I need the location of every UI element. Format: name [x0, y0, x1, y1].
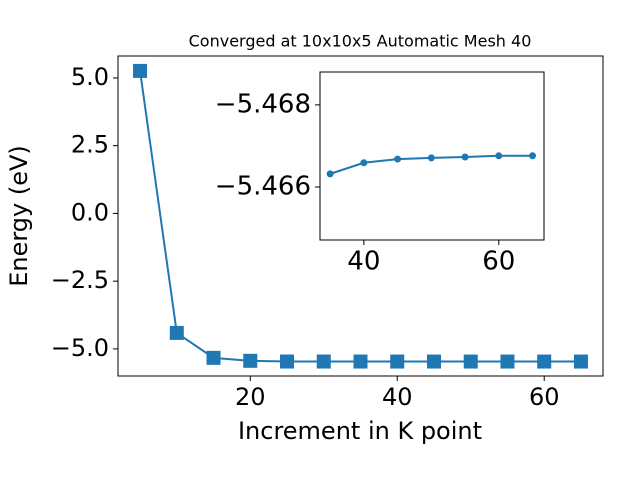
marker: [461, 153, 469, 161]
marker: [529, 152, 537, 160]
marker: [500, 354, 515, 369]
x-tick-label: 40: [347, 247, 380, 277]
marker: [390, 354, 405, 369]
marker: [133, 63, 148, 78]
x-tick-label: 60: [482, 247, 515, 277]
marker: [169, 325, 184, 340]
y-axis-label: Energy (eV): [5, 145, 33, 287]
y-tick-label: −2.5: [51, 266, 109, 294]
marker: [360, 159, 368, 167]
x-tick-label: 20: [235, 383, 266, 411]
marker: [537, 354, 552, 369]
chart-title: Converged at 10x10x5 Automatic Mesh 40: [189, 32, 532, 51]
y-tick-label: −5.466: [215, 172, 311, 202]
y-tick-label: 5.0: [71, 63, 109, 91]
marker: [495, 152, 503, 160]
marker: [206, 350, 221, 365]
marker: [280, 354, 295, 369]
marker: [463, 354, 478, 369]
y-tick-label: −5.468: [215, 89, 311, 119]
x-tick-label: 40: [382, 383, 413, 411]
marker: [326, 170, 334, 178]
x-tick-label: 60: [529, 383, 560, 411]
y-tick-label: 0.0: [71, 198, 109, 226]
y-tick-label: −5.0: [51, 334, 109, 362]
marker: [353, 354, 368, 369]
x-axis-label: Increment in K point: [238, 417, 482, 445]
marker: [316, 354, 331, 369]
marker: [427, 154, 435, 162]
marker: [243, 353, 258, 368]
marker: [394, 155, 402, 163]
y-tick-label: 2.5: [71, 131, 109, 159]
marker: [426, 354, 441, 369]
marker: [573, 354, 588, 369]
